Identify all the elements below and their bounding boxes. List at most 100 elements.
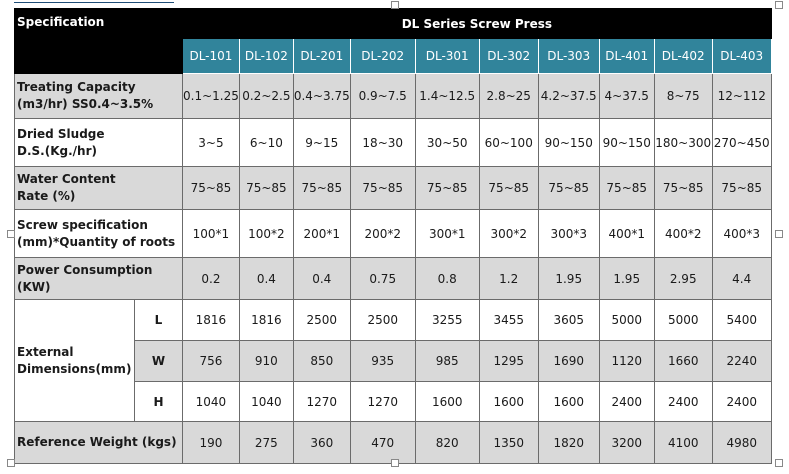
table-cell: 1040	[182, 381, 240, 422]
table-cell: 1.2	[478, 257, 539, 300]
model-header-dl-301: DL-301	[414, 38, 480, 74]
table-cell: 1.4~12.5	[414, 73, 480, 119]
table-cell: 3255	[414, 299, 480, 341]
table-cell: 18~30	[349, 118, 416, 167]
table-cell: 75~85	[711, 166, 772, 210]
resize-handle-bottom-left[interactable]	[7, 459, 15, 467]
table-cell: 3200	[598, 421, 655, 464]
table-cell: 0.75	[349, 257, 416, 300]
table-cell: 985	[414, 340, 480, 382]
table-cell: 75~85	[414, 166, 480, 210]
table-cell: 2400	[711, 381, 772, 422]
table-cell: 1690	[537, 340, 600, 382]
table-row: W 756 910 850 935 985 1295 1690 1120 1660 2240	[14, 340, 772, 382]
row-label-reference-weight: Reference Weight (kgs)	[14, 421, 183, 464]
table-row: External Dimensions(mm) L 1816 1816 2500 250…	[14, 299, 772, 422]
table-cell: 935	[349, 340, 416, 382]
table-cell: 820	[414, 421, 480, 464]
table-cell: 2.95	[653, 257, 713, 300]
table-cell: 200*1	[292, 209, 351, 258]
model-header-dl-201: DL-201	[292, 38, 351, 74]
table-cell: 5000	[598, 299, 655, 341]
table-row: Treating Capacity (m3/hr) SS0.4~3.5% 0.1~…	[14, 73, 772, 119]
table-cell: 3455	[478, 299, 539, 341]
table-cell: 9~15	[292, 118, 351, 167]
resize-handle-top-center[interactable]	[391, 1, 399, 9]
table-cell: 2400	[598, 381, 655, 422]
table-cell: 1350	[478, 421, 539, 464]
table-title: DL Series Screw Press	[182, 8, 772, 39]
top-accent-line	[14, 2, 174, 3]
table-cell: 180~300	[653, 118, 713, 167]
resize-handle-bottom-right[interactable]	[775, 459, 783, 467]
dimension-label-w: W	[134, 340, 183, 382]
table-cell: 0.8	[414, 257, 480, 300]
dimension-label-l: L	[134, 299, 183, 341]
table-cell: 1270	[292, 381, 351, 422]
table-cell: 90~150	[537, 118, 600, 167]
table-cell: 270~450	[711, 118, 772, 167]
model-header-dl-403: DL-403	[711, 38, 772, 74]
model-header-dl-302: DL-302	[478, 38, 539, 74]
table-cell: 60~100	[478, 118, 539, 167]
table-cell: 100*2	[238, 209, 294, 258]
dimension-label-h: H	[134, 381, 183, 422]
table-cell: 400*1	[598, 209, 655, 258]
table-cell: 0.2	[182, 257, 240, 300]
row-label-water-content: Water Content Rate (%)	[14, 166, 183, 210]
row-label-treating-capacity: Treating Capacity (m3/hr) SS0.4~3.5%	[14, 73, 183, 119]
table-row: Water Content Rate (%) 75~85 75~85 75~85 75~…	[14, 166, 772, 210]
resize-handle-bottom-center[interactable]	[391, 459, 399, 467]
table-cell: 2500	[292, 299, 351, 341]
table-cell: 75~85	[349, 166, 416, 210]
model-header-dl-202: DL-202	[349, 38, 416, 74]
table-cell: 5000	[653, 299, 713, 341]
table-cell: 190	[182, 421, 240, 464]
model-header-dl-101: DL-101	[182, 38, 240, 74]
table-cell: 4.2~37.5	[537, 73, 600, 119]
spec-table: Specification DL Series Screw Press DL-1…	[14, 8, 772, 464]
table-cell: 1040	[238, 381, 294, 422]
table-cell: 1600	[478, 381, 539, 422]
table-cell: 300*1	[414, 209, 480, 258]
table-cell: 1820	[537, 421, 600, 464]
table-cell: 0.1~1.25	[182, 73, 240, 119]
table-cell: 6~10	[238, 118, 294, 167]
table-cell: 400*2	[653, 209, 713, 258]
resize-handle-middle-left[interactable]	[7, 230, 15, 238]
table-cell: 12~112	[711, 73, 772, 119]
table-cell: 1660	[653, 340, 713, 382]
table-cell: 0.2~2.5	[238, 73, 294, 119]
table-cell: 0.4	[238, 257, 294, 300]
resize-handle-middle-right[interactable]	[775, 230, 783, 238]
table-cell: 2400	[653, 381, 713, 422]
table-cell: 4~37.5	[598, 73, 655, 119]
table-cell: 75~85	[537, 166, 600, 210]
table-cell: 90~150	[598, 118, 655, 167]
row-label-dried-sludge: Dried Sludge D.S.(Kg./hr)	[14, 118, 183, 167]
table-cell: 470	[349, 421, 416, 464]
table-cell: 75~85	[478, 166, 539, 210]
table-cell: 910	[238, 340, 294, 382]
table-cell: 1.95	[537, 257, 600, 300]
table-cell: 0.4~3.75	[292, 73, 351, 119]
table-cell: 1.95	[598, 257, 655, 300]
table-cell: 4980	[711, 421, 772, 464]
table-cell: 300*3	[537, 209, 600, 258]
row-label-screw-specification: Screw specification (mm)*Quantity of root…	[14, 209, 183, 258]
model-header-dl-102: DL-102	[238, 38, 294, 74]
table-cell: 200*2	[349, 209, 416, 258]
table-cell: 5400	[711, 299, 772, 341]
table-cell: 300*2	[478, 209, 539, 258]
table-cell: 1600	[537, 381, 600, 422]
table-cell: 275	[238, 421, 294, 464]
model-header-dl-401: DL-401	[598, 38, 655, 74]
table-row: Reference Weight (kgs) 190 275 360 470 820 13…	[14, 421, 772, 464]
table-cell: 30~50	[414, 118, 480, 167]
table-cell: 1120	[598, 340, 655, 382]
table-cell: 4.4	[711, 257, 772, 300]
table-row: Dried Sludge D.S.(Kg./hr) 3~5 6~10 9~15 18~3…	[14, 118, 772, 167]
table-cell: 0.9~7.5	[349, 73, 416, 119]
specification-header: Specification	[14, 8, 183, 74]
resize-handle-top-right[interactable]	[775, 1, 783, 9]
